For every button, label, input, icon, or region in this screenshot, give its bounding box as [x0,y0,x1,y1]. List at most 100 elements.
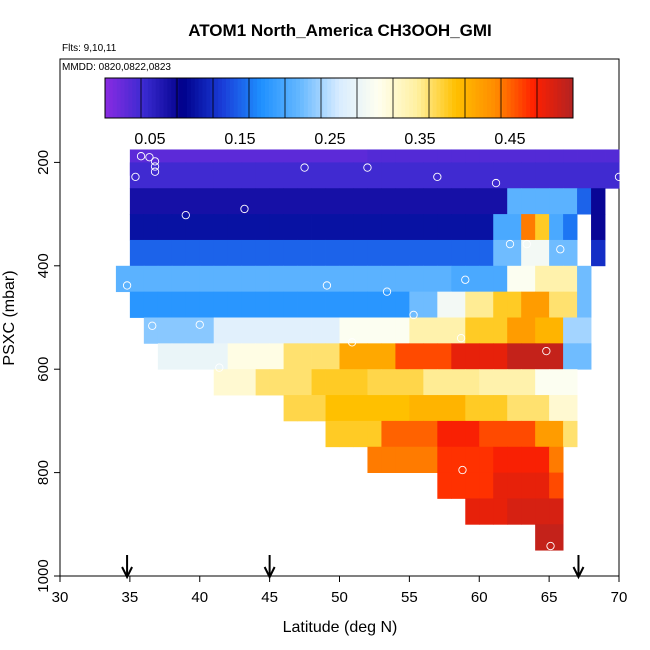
heatmap-cell [521,291,536,318]
heatmap-cell [535,369,550,396]
heatmap-cell [311,291,326,318]
heatmap-cell [199,162,215,189]
colorbar-segment [409,78,414,118]
heatmap-cell [521,420,536,448]
colorbar-frame [104,77,574,119]
heatmap-cell [283,291,298,318]
heatmap-cell [549,214,564,241]
colorbar-segment [241,78,246,118]
heatmap-cell [311,369,326,396]
heatmap-cell [465,343,480,370]
heatmap-cell [507,343,522,370]
heatmap-cell [241,291,257,318]
observation-point [215,363,224,372]
heatmap-cell [241,265,257,293]
heatmap-cell [423,214,438,241]
colorbar-tick-label: 0.05 [134,131,165,148]
colorbar-segment [253,78,258,118]
x-tick-label: 45 [261,589,278,606]
heatmap-cell [255,291,271,318]
colorbar-segment [296,78,301,118]
heatmap-cell [367,291,382,318]
heatmap-cell [451,420,466,448]
heatmap-cell [591,239,606,267]
colorbar-segment [327,78,332,118]
heatmap-cell [437,317,452,344]
heatmap-cell [451,162,466,189]
heatmap-cell [283,162,298,189]
heatmap-cell [199,188,215,215]
colorbar-segment [229,78,235,118]
colorbar-segment [323,78,328,118]
heatmap-cell [577,162,592,189]
heatmap-cell [381,188,396,215]
y-tick-label: 800 [35,460,52,485]
heatmap-cell [549,291,564,318]
heatmap-cell [185,162,201,189]
heatmap-cell [395,239,410,267]
heatmap-cell [213,317,229,344]
heatmap-cell [437,395,452,422]
y-tick-label: 400 [35,253,52,278]
colorbar-segment [144,78,149,118]
heatmap-cell [241,239,257,267]
heatmap-cell [395,317,410,344]
heatmap-cell [199,265,215,293]
colorbar-segment [183,78,188,118]
heatmap-cell [521,343,536,370]
heatmap-cell [549,188,564,215]
heatmap-cell [367,265,382,293]
heatmap-cell [171,265,187,293]
heatmap-cell [325,369,340,396]
heatmap-cell [549,369,564,396]
heatmap-cell [465,472,480,499]
colorbar-segment [420,78,426,118]
heatmap-cell [255,369,271,396]
heatmap-cell [143,214,159,241]
heatmap-cell [409,239,424,267]
heatmap-cell [367,420,382,448]
colorbar-segment [557,78,562,118]
heatmap-cell [241,317,257,344]
heatmap-cell [269,265,284,293]
heatmap-cell [409,343,424,370]
heatmap-cell [423,291,438,318]
heatmap-cell [381,369,396,396]
heatmap-cell [409,214,424,241]
heatmap-cell [535,188,550,215]
heatmap-cell [325,162,340,189]
colorbar-segment [147,78,153,118]
heatmap-cell [563,291,578,318]
heatmap-cell [507,317,522,344]
heatmap-cell [577,317,592,344]
heatmap-cell [521,265,536,293]
heatmap-cell [381,162,396,189]
heatmap-cell [367,188,382,215]
heatmap-cell [465,188,480,215]
heatmap-cell [269,369,284,396]
heatmap-cell [493,291,508,318]
colorbar-segment [378,78,383,118]
heatmap-cell [269,291,284,318]
heatmap-cell [423,395,438,422]
heatmap-cell [283,317,298,344]
heatmap-cell [171,162,187,189]
heatmap-cell [493,498,508,525]
heatmap-cell [325,291,340,318]
x-tick-label: 30 [52,589,69,606]
heatmap-cell [325,239,340,267]
heatmap-cell [171,239,187,267]
heatmap-cell [423,188,438,215]
colorbar-segment [424,78,430,118]
heatmap-cell [493,369,508,396]
colorbar-segment [288,78,293,118]
heatmap-cell [563,265,578,293]
heatmap-cell [521,239,536,267]
colorbar-segment [397,78,402,118]
colorbar-segment [128,78,133,118]
heatmap-cell [549,395,564,422]
heatmap-cell [437,214,452,241]
heatmap-cell [241,343,257,370]
heatmap-cell [227,369,243,396]
heatmap-cell [507,420,522,448]
